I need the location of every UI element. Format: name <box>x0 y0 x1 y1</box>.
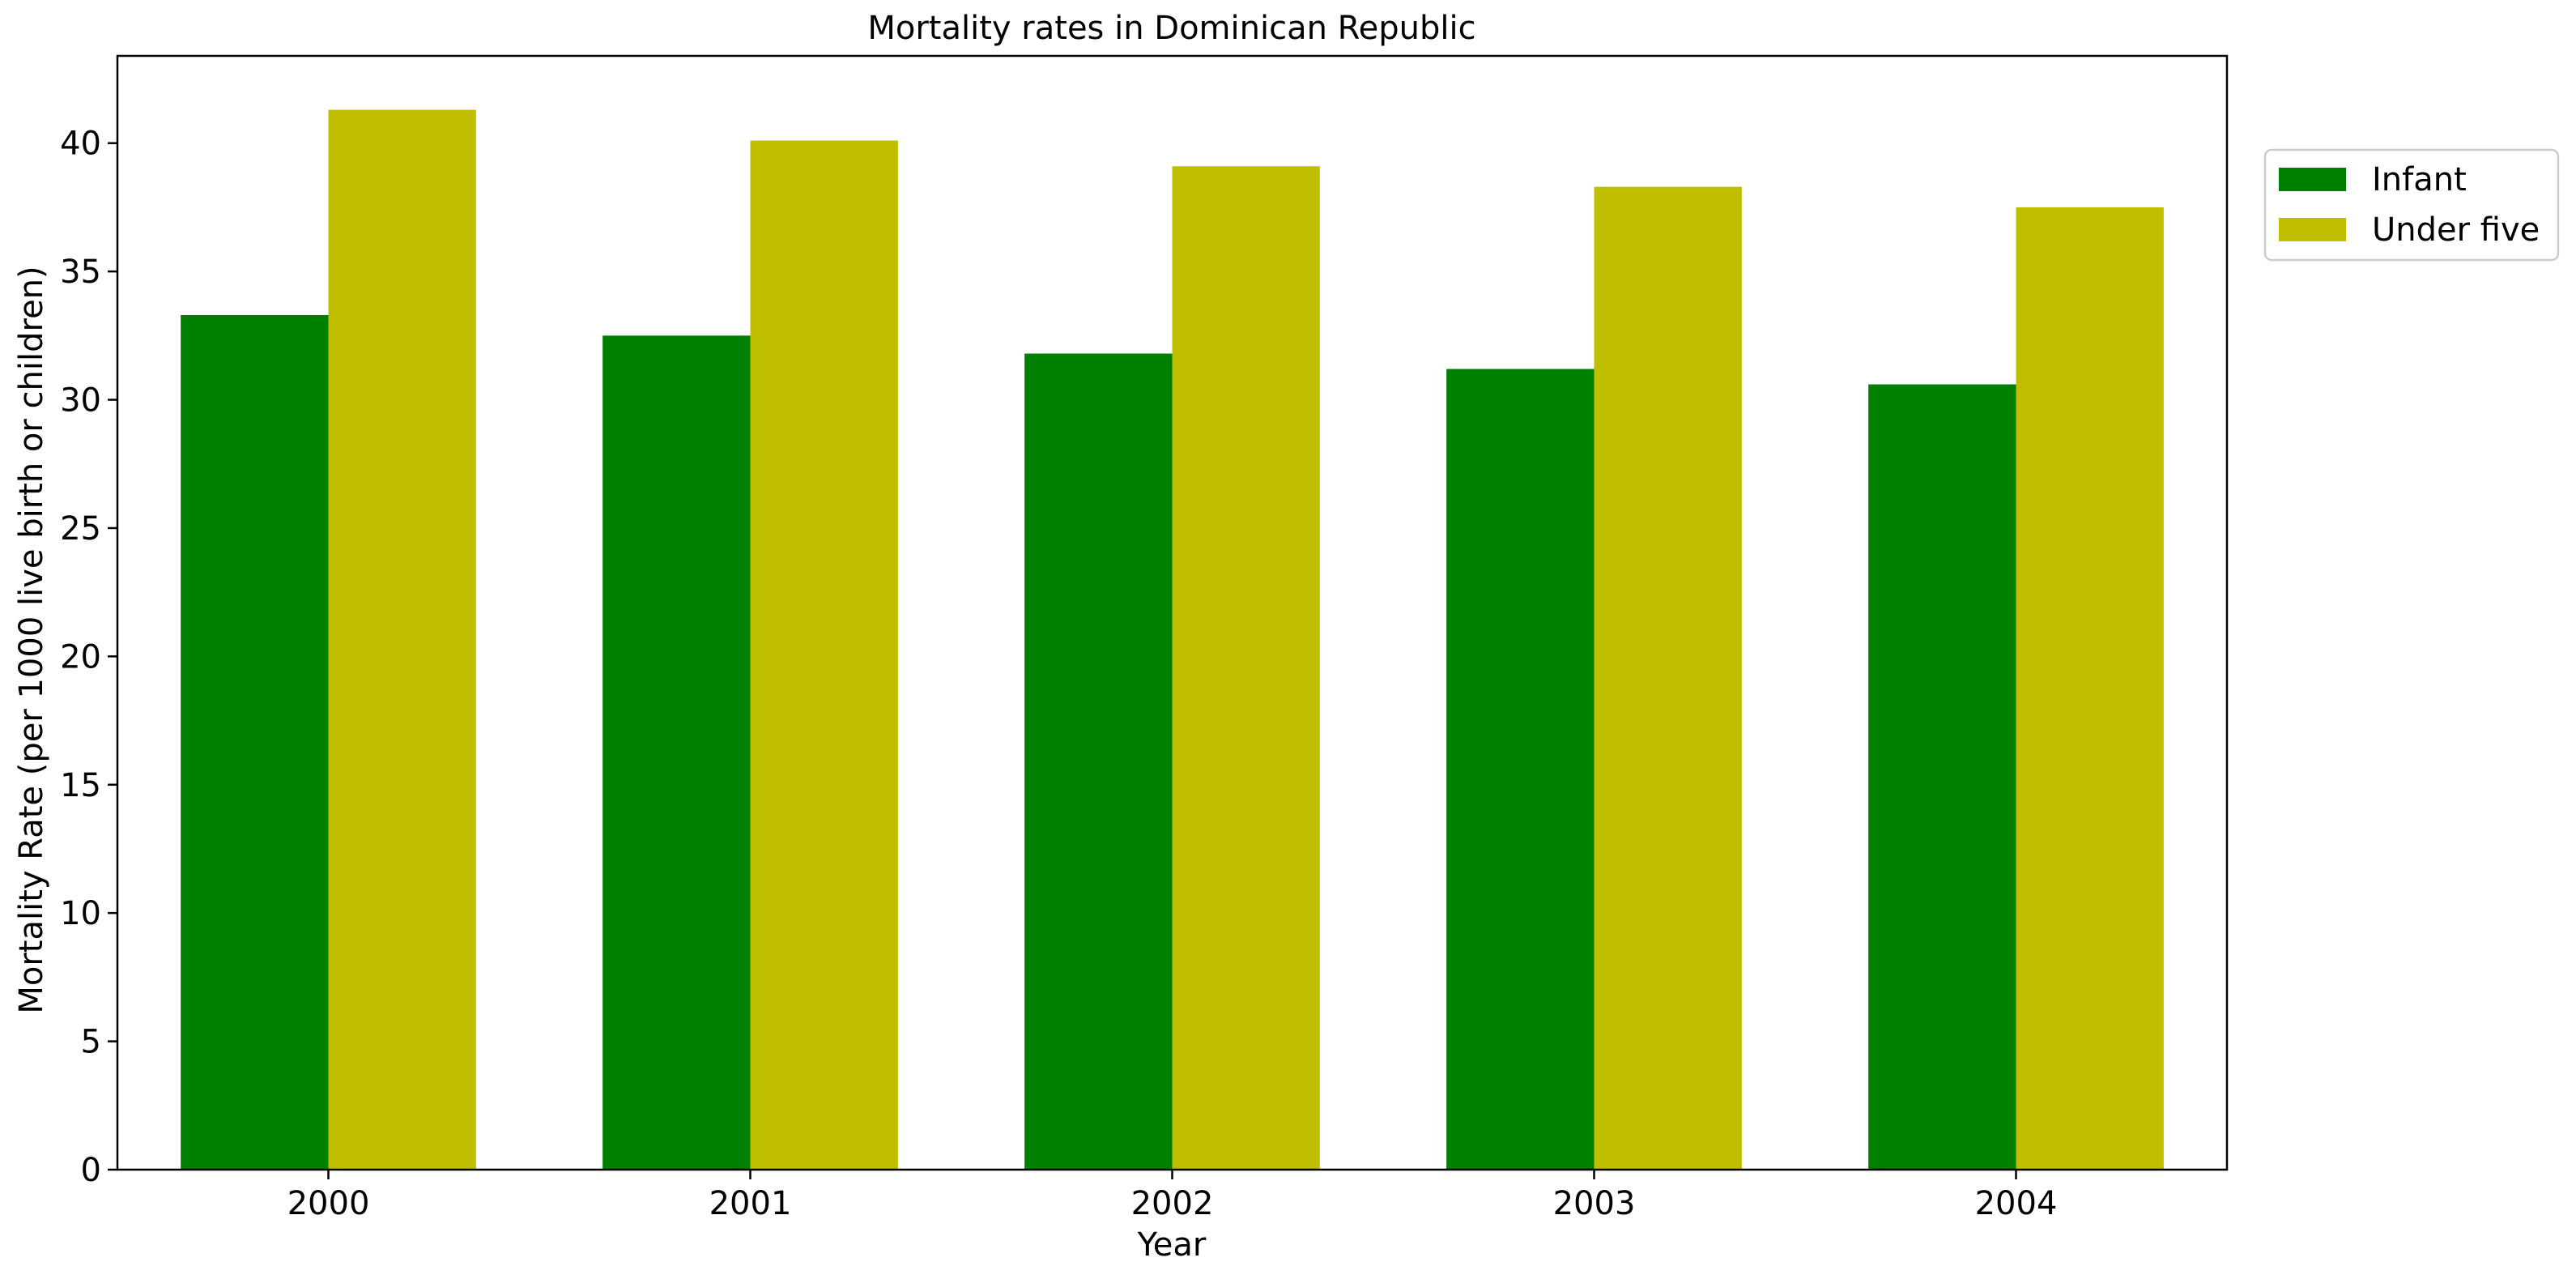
y-tick-label: 10 <box>60 895 101 932</box>
x-tick-label: 2000 <box>287 1185 370 1222</box>
bar-infant-2001 <box>602 335 751 1170</box>
bars <box>181 109 2164 1170</box>
bar-under-five-2003 <box>1594 186 1742 1170</box>
x-axis-label: Year <box>1137 1226 1207 1264</box>
y-tick-label: 20 <box>60 638 101 676</box>
x-tick-label: 2002 <box>1131 1185 1214 1222</box>
y-tick-label: 15 <box>60 767 101 804</box>
y-axis: 0 5 10 15 20 25 30 35 40 <box>60 126 117 1189</box>
y-tick-label: 25 <box>60 510 101 548</box>
bar-infant-2003 <box>1446 369 1595 1170</box>
bar-under-five-2004 <box>2016 207 2164 1170</box>
legend-swatch-under-five <box>2279 218 2346 241</box>
bar-infant-2000 <box>181 314 329 1170</box>
bar-under-five-2000 <box>328 109 476 1170</box>
bar-infant-2004 <box>1868 384 2016 1170</box>
x-tick-label: 2003 <box>1553 1185 1636 1222</box>
y-tick-label: 5 <box>81 1024 101 1061</box>
y-tick-label: 0 <box>81 1152 101 1189</box>
legend: Infant Under five <box>2263 148 2560 262</box>
plot-frame <box>116 54 2229 1171</box>
y-axis-label: Mortality Rate (per 1000 live birth or c… <box>13 266 50 1013</box>
chart-title: Mortality rates in Dominican Republic <box>867 10 1475 47</box>
legend-label-under-five: Under five <box>2372 211 2540 249</box>
legend-label-infant: Infant <box>2372 161 2467 198</box>
legend-swatch-infant <box>2279 168 2346 191</box>
x-axis: 2000 2001 2002 2003 2004 <box>287 1170 2058 1222</box>
y-tick-label: 30 <box>60 382 101 420</box>
x-tick-label: 2001 <box>709 1185 792 1222</box>
plot-area: 0 5 10 15 20 25 30 35 40 2000 2001 2002 2003 2004 <box>60 54 2229 1222</box>
bar-under-five-2002 <box>1172 166 1320 1170</box>
bar-infant-2002 <box>1024 353 1173 1170</box>
x-tick-label: 2004 <box>1975 1185 2058 1222</box>
y-tick-label: 40 <box>60 126 101 163</box>
bar-under-five-2001 <box>750 140 898 1170</box>
y-tick-label: 35 <box>60 254 101 291</box>
